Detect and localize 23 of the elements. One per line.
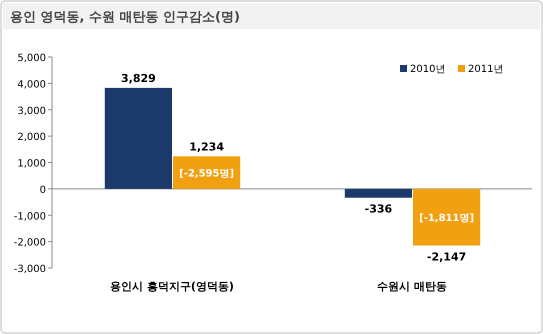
y-tick-label: 3,000 <box>17 106 46 117</box>
data-label: -336 <box>364 202 393 216</box>
y-tick-label: 4,000 <box>17 79 46 90</box>
bar <box>104 88 172 189</box>
data-label: 1,234 <box>189 140 224 154</box>
y-tick-label: 2,000 <box>17 132 46 144</box>
y-tick-label: 1,000 <box>17 158 46 170</box>
x-tick-label: 용인시 흥덕지구(영덕동) <box>110 280 234 293</box>
annotation: [-2,595명] <box>179 168 234 180</box>
data-label: 3,829 <box>121 72 156 85</box>
y-tick-label: -3,000 <box>14 264 46 275</box>
x-tick-label: 수원시 매탄동 <box>377 280 447 293</box>
y-tick-label: 5,000 <box>17 53 46 64</box>
y-tick-label: 0 <box>40 184 46 196</box>
data-label: -2,147 <box>426 250 466 264</box>
y-tick-label: -2,000 <box>14 238 46 249</box>
bar <box>344 188 412 198</box>
chart-title: 용인 영덕동, 수원 매탄동 인구감소(명) <box>10 10 240 25</box>
bar <box>413 188 480 246</box>
annotation: [-1,811명] <box>419 213 474 224</box>
legend-label: 2011년 <box>468 64 504 75</box>
legend-label: 2010년 <box>410 64 446 75</box>
y-tick-label: -1,000 <box>14 211 46 222</box>
